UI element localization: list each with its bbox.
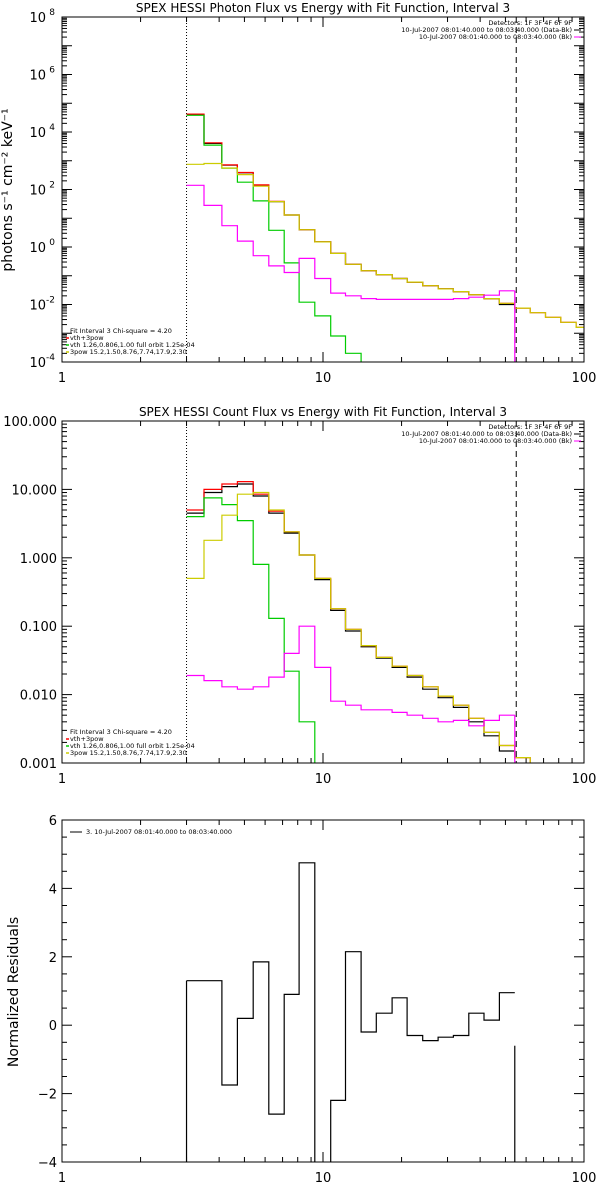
legend-left-entry: 3pow 15.2,1.50,8.76,7.74,17.9,2.30 — [70, 348, 187, 356]
series-data-bk-line — [186, 114, 515, 306]
chart-panel-2: SPEX HESSI Count Flux vs Energy with Fit… — [3, 405, 596, 787]
x-tick-label: 100 — [572, 1171, 597, 1186]
legend-left-entry: 3pow 15.2,1.50,8.76,7.74,17.9,2.30 — [70, 749, 187, 757]
y-tick-label: 0.100 — [20, 620, 57, 635]
series-data-bk-line — [186, 483, 515, 752]
chart-panel-1: SPEX HESSI Photon Flux vs Energy with Fi… — [0, 1, 596, 386]
y-tick-exponent: -4 — [46, 353, 55, 363]
series-residuals-line — [186, 862, 515, 1162]
legend-left-entry: vth 1.26,0.806,1.00 full orbit 1.25e-04 — [70, 341, 195, 349]
y-tick-label: 10 — [29, 241, 46, 256]
y-tick-exponent: 8 — [49, 8, 55, 18]
x-tick-label: 10 — [315, 772, 332, 787]
legend-right-entry: Detectors: 1F 3F 4F 6F 9F — [488, 19, 572, 27]
chart-panel-3: Normalized Residuals 1 10 100 −4 −2 0 2 4 6 3. 10-… — [6, 814, 596, 1186]
series-bk-line — [186, 625, 515, 727]
series-vth-3pow-line — [186, 113, 584, 328]
y-tick-label: 100.000 — [3, 415, 57, 430]
legend-left-entry: vth+3pow — [70, 735, 104, 743]
plot-frame — [61, 16, 585, 363]
y-tick-exponent: -2 — [46, 296, 55, 306]
plot-area — [186, 421, 531, 763]
legend-right-entry: 10-Jul-2007 08:01:40.000 to 08:03:40.000… — [401, 26, 572, 34]
y-tick-label: 10 — [29, 69, 46, 84]
series-vth-line — [186, 114, 362, 362]
y-axis-label: Normalized Residuals — [6, 917, 22, 1067]
legend-left-entry: 3. 10-Jul-2007 08:01:40.000 to 08:03:40.… — [86, 828, 232, 836]
y-tick-label: 6 — [49, 814, 57, 829]
y-tick-exponent: 6 — [49, 66, 55, 76]
legend-left-entry: Fit Interval 3 Chi-square = 4.20 — [70, 327, 172, 335]
chart-title: SPEX HESSI Photon Flux vs Energy with Fi… — [136, 1, 510, 15]
y-tick-exponent: 2 — [49, 181, 55, 191]
plot-area — [185, 862, 516, 1162]
legend-left-entry: vth+3pow — [70, 334, 104, 342]
legend-right-entry: 10-Jul-2007 08:01:40.000 to 08:03:40.000… — [401, 430, 572, 438]
series-3pow-line — [186, 491, 531, 763]
legend-right-entry: Detectors: 1F 3F 4F 6F 9F — [488, 423, 572, 431]
series-vth-3pow-line — [186, 481, 531, 763]
y-tick-label: 0 — [49, 1019, 57, 1034]
series-3pow-line — [186, 162, 584, 328]
x-tick-label: 1 — [58, 1171, 66, 1186]
y-tick-label: 10 — [29, 11, 46, 26]
series-vth-line — [186, 497, 316, 763]
y-tick-label: 2 — [49, 951, 57, 966]
x-tick-label: 1 — [58, 371, 66, 386]
x-tick-label: 100 — [572, 371, 597, 386]
plot-frame — [61, 420, 585, 764]
x-tick-label: 10 — [315, 1171, 332, 1186]
x-tick-label: 1 — [58, 772, 66, 787]
series-bk-line — [186, 184, 515, 300]
legend-right-entry: 10-Jul-2007 08:01:40.000 to 08:03:40.000… — [419, 33, 572, 41]
chart-title: SPEX HESSI Count Flux vs Energy with Fit… — [139, 405, 507, 419]
y-tick-label: 0.001 — [20, 757, 57, 772]
y-tick-label: 4 — [49, 882, 57, 897]
y-tick-label: 10.000 — [12, 483, 58, 498]
x-tick-label: 100 — [572, 772, 597, 787]
y-tick-label: 10 — [29, 299, 46, 314]
y-tick-label: −2 — [38, 1088, 57, 1103]
plot-frame — [61, 819, 585, 1163]
y-tick-label: −4 — [38, 1156, 57, 1171]
legend-left-entry: vth 1.26,0.806,1.00 full orbit 1.25e-04 — [70, 742, 195, 750]
y-tick-exponent: 4 — [49, 123, 55, 133]
legend-right-entry: 10-Jul-2007 08:01:40.000 to 08:03:40.000… — [419, 437, 572, 445]
x-tick-label: 10 — [315, 371, 332, 386]
y-tick-label: 1.000 — [20, 552, 57, 567]
y-tick-exponent: 0 — [49, 238, 55, 248]
y-tick-label: 0.010 — [20, 689, 57, 704]
y-tick-label: 10 — [29, 184, 46, 199]
y-tick-label: 10 — [29, 356, 46, 371]
y-axis-label: photons s⁻¹ cm⁻² keV⁻¹ — [0, 108, 16, 271]
y-tick-label: 10 — [29, 126, 46, 141]
plot-area — [186, 17, 584, 362]
legend-left-entry: Fit Interval 3 Chi-square = 4.20 — [70, 728, 172, 736]
